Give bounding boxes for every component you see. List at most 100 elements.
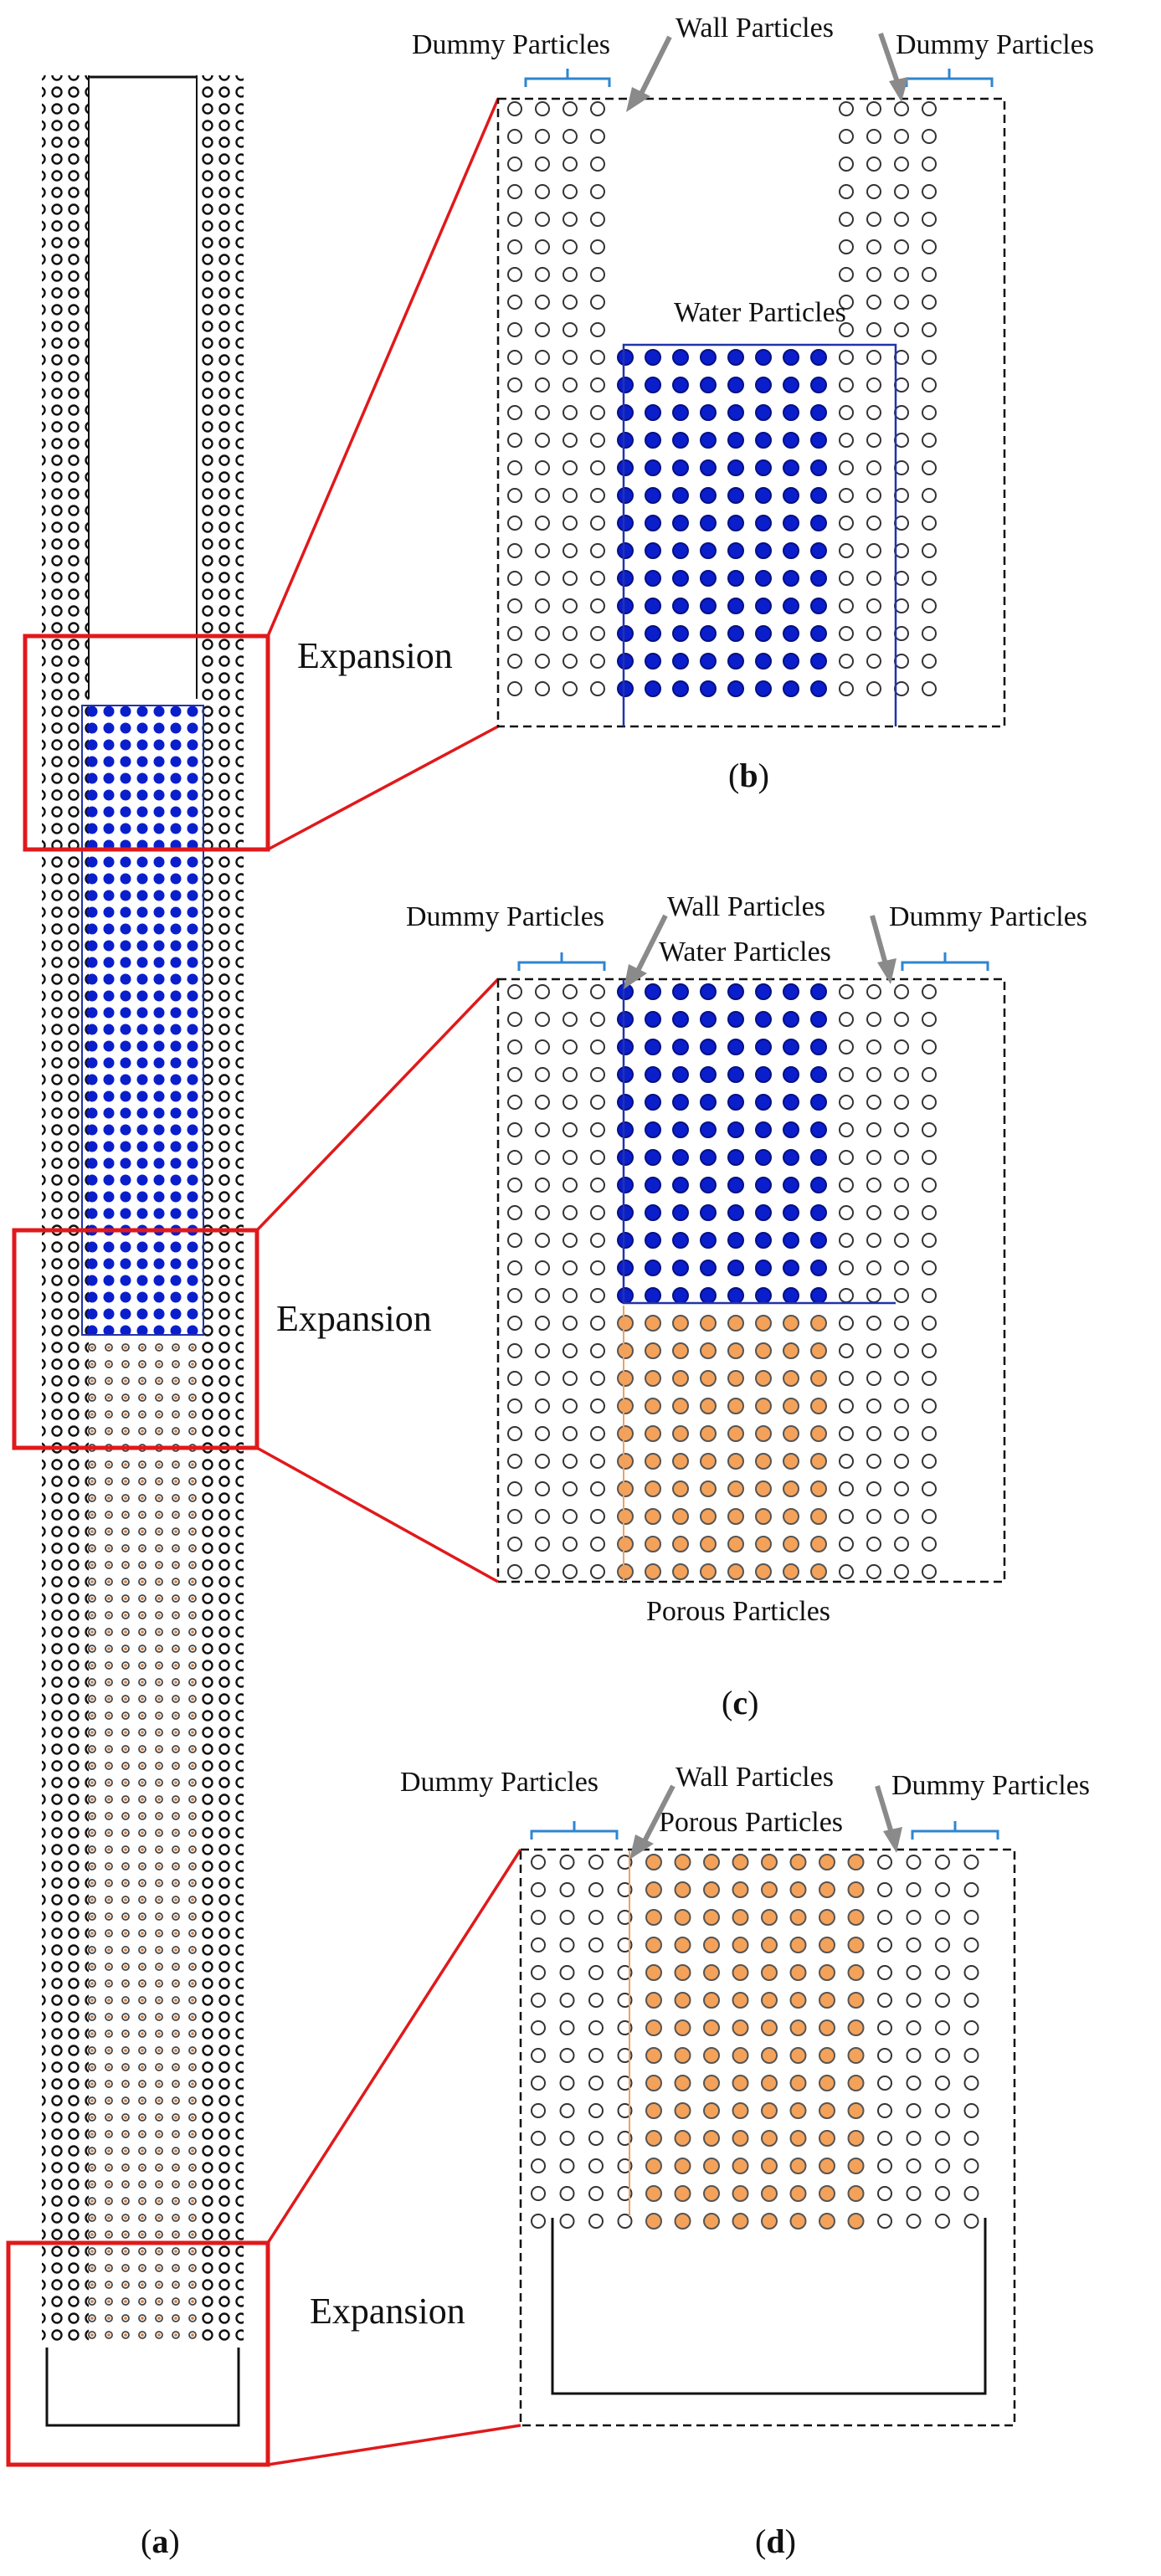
- porous-particle: [674, 2075, 691, 2091]
- porous-particle: [674, 1881, 691, 1898]
- dummy-particle: [866, 654, 881, 669]
- water-particle: [645, 1260, 661, 1276]
- water-particle: [672, 1204, 689, 1221]
- column-bottom-container: [42, 2348, 243, 2431]
- dummy-particle: [866, 598, 881, 613]
- column-bottom-container-outline: [45, 2348, 240, 2427]
- porous-particle: [789, 1909, 807, 1926]
- water-particle: [783, 1011, 799, 1028]
- dummy-particle: [535, 1454, 550, 1469]
- water-particle: [700, 404, 717, 421]
- water-particle: [645, 1011, 661, 1028]
- dummy-particle: [922, 377, 937, 393]
- water-particle: [727, 349, 744, 366]
- dummy-particle: [588, 2103, 604, 2118]
- dummy-particle: [507, 488, 522, 503]
- dummy-particle: [590, 239, 605, 254]
- dummy-particle: [617, 2158, 633, 2173]
- dummy-particle: [894, 101, 909, 116]
- dummy-particle: [588, 1993, 604, 2008]
- porous-particle: [672, 1425, 689, 1442]
- water-particle: [645, 598, 661, 614]
- porous-particle: [645, 1909, 662, 1926]
- dummy-particle: [535, 1398, 550, 1414]
- dummy-particle: [588, 1855, 604, 1870]
- dummy-particle: [590, 1288, 605, 1303]
- dummy-particle: [922, 1454, 937, 1469]
- water-particle: [727, 1011, 744, 1028]
- dummy-particle: [535, 571, 550, 586]
- dummy-particle: [922, 1122, 937, 1137]
- porous-particle: [783, 1342, 799, 1359]
- porous-particle: [755, 1508, 772, 1525]
- water-particle: [783, 1177, 799, 1193]
- dummy-particle: [507, 598, 522, 613]
- water-particle: [617, 653, 634, 670]
- wall-arrow-d-right-head: [883, 1827, 902, 1853]
- dummy-particle: [894, 1343, 909, 1358]
- porous-particle: [674, 2158, 691, 2174]
- dummy-particle: [507, 460, 522, 475]
- dummy-particle: [839, 1371, 854, 1386]
- water-particle: [645, 983, 661, 1000]
- water-particle: [672, 1066, 689, 1083]
- dummy-particle: [922, 433, 937, 448]
- dummy-particle: [922, 1205, 937, 1220]
- dummy-particle: [894, 295, 909, 310]
- dummy-particle: [535, 1564, 550, 1579]
- dummy-particle: [590, 350, 605, 365]
- dummy-particle: [507, 1398, 522, 1414]
- dummy-particle: [866, 1012, 881, 1027]
- dummy-particle: [535, 350, 550, 365]
- porous-particle: [703, 1964, 720, 1981]
- porous-particle: [674, 2047, 691, 2064]
- dummy-particle: [507, 1067, 522, 1082]
- porous-particle: [783, 1425, 799, 1442]
- dummy-particles-label-c-right: Dummy Particles: [889, 901, 1087, 932]
- porous-particle: [645, 1964, 662, 1981]
- porous-particle: [847, 2213, 865, 2230]
- dummy-particle: [906, 1993, 922, 2008]
- dummy-particle: [922, 267, 937, 282]
- water-particle: [755, 1232, 772, 1249]
- caption-b: (b): [728, 757, 769, 794]
- expansion-label-c: Expansion: [276, 1298, 432, 1339]
- porous-particle: [783, 1480, 799, 1497]
- dummy-particle: [535, 1233, 550, 1248]
- water-particle: [810, 1204, 827, 1221]
- dummy-particle: [894, 1095, 909, 1110]
- expansion-label-b: Expansion: [297, 635, 453, 676]
- water-particle: [672, 625, 689, 642]
- dummy-particle: [877, 2158, 892, 2173]
- dummy-particle: [894, 350, 909, 365]
- dummy-particle: [531, 1965, 546, 1980]
- dummy-particle: [563, 516, 578, 531]
- dummy-particle: [563, 129, 578, 144]
- dummy-particle: [590, 488, 605, 503]
- dummy-particle: [563, 1012, 578, 1027]
- water-particle: [617, 1232, 634, 1249]
- dummy-particle: [531, 2020, 546, 2035]
- water-particle: [783, 1232, 799, 1249]
- dummy-particle: [866, 1095, 881, 1110]
- dummy-particle: [590, 1537, 605, 1552]
- porous-particle: [789, 1964, 807, 1981]
- wall-arrow-c-left-head: [624, 964, 647, 989]
- dummy-particle: [563, 350, 578, 365]
- porous-particle: [847, 2047, 865, 2064]
- water-particle: [645, 377, 661, 393]
- caption-b-open: (: [728, 757, 739, 794]
- porous-particle: [847, 1937, 865, 1953]
- dummy-particle: [866, 1067, 881, 1082]
- dummy-particle: [507, 1316, 522, 1331]
- water-particle: [672, 1287, 689, 1304]
- dummy-particle: [894, 1039, 909, 1055]
- dummy-particle: [590, 1454, 605, 1469]
- porous-particle: [703, 1854, 720, 1870]
- dummy-particle: [590, 184, 605, 199]
- dummy-particle: [963, 1965, 979, 1980]
- dummy-particle: [535, 267, 550, 282]
- dummy-particle: [894, 1150, 909, 1165]
- water-particle: [645, 1287, 661, 1304]
- water-particle: [700, 377, 717, 393]
